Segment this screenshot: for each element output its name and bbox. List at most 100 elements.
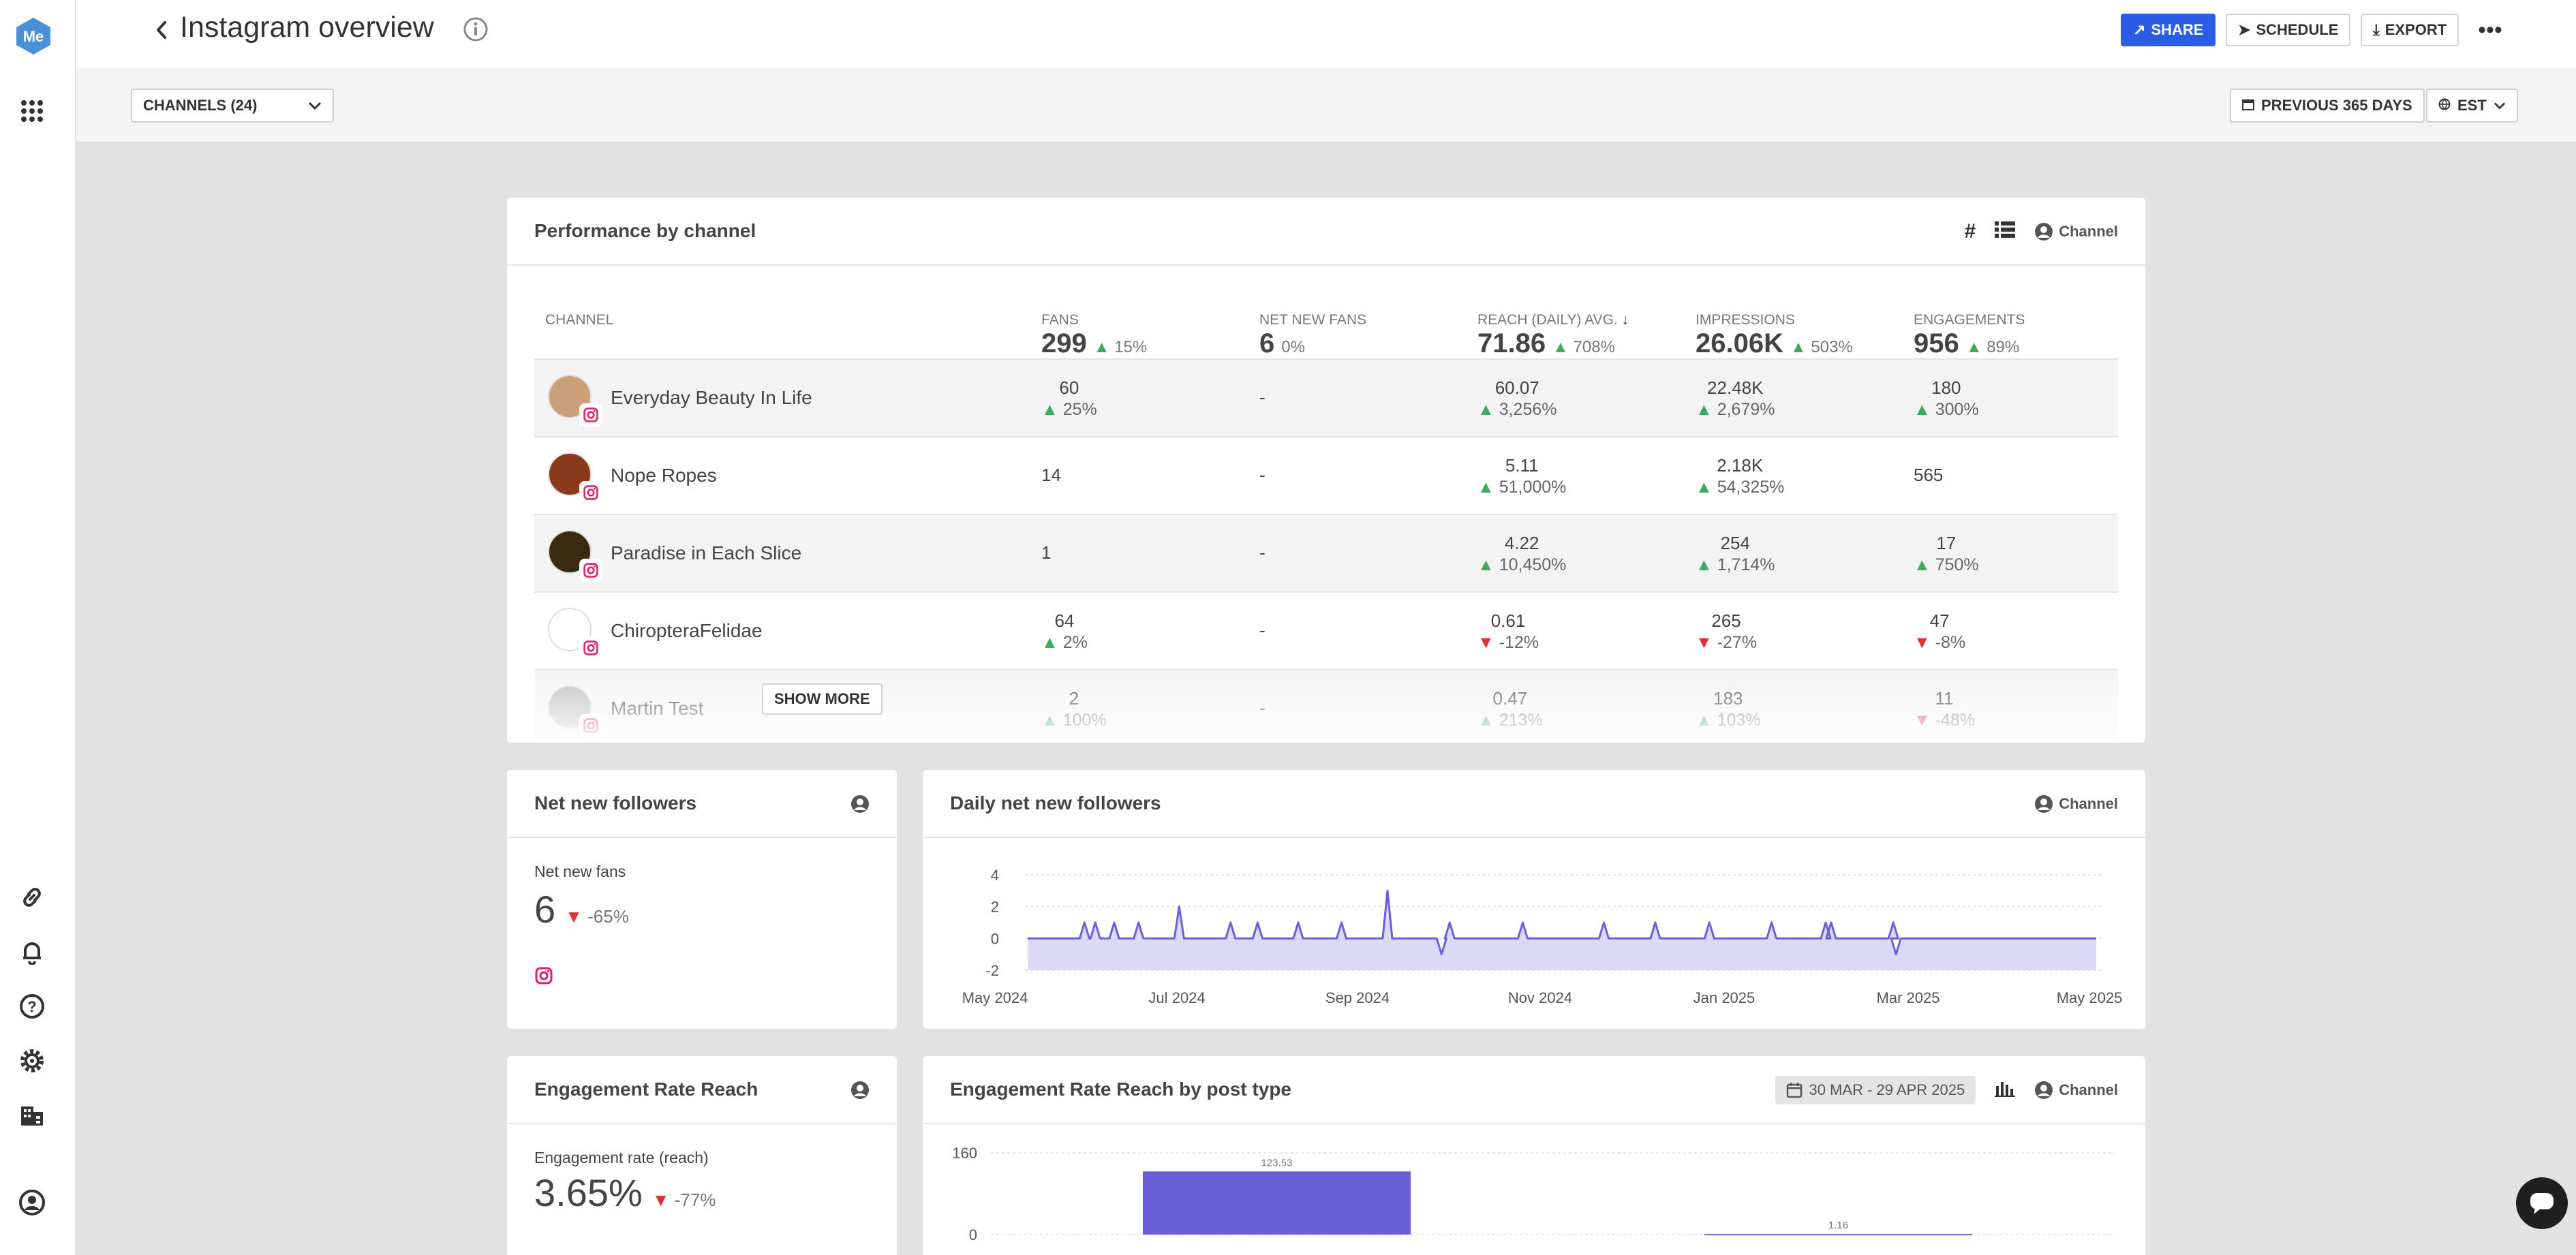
table-row[interactable]: ChiropteraFelidae 64 ▲ 2% - 0.61 ▼ -12% 265 ▼ -… (534, 593, 2118, 670)
y-tick-label: 2 (991, 899, 999, 916)
x-tick-label: May 2025 (2057, 989, 2123, 1006)
bar (1704, 1234, 1972, 1236)
metric-label: Engagement rate (reach) (534, 1149, 709, 1166)
y-tick-label: 0 (969, 1226, 977, 1243)
cell-impr: 254 ▲ 1,714% (1696, 533, 1775, 574)
performance-by-channel-card: Performance by channel # Channel CHANNEL… (507, 198, 2145, 743)
bell-icon[interactable] (16, 936, 48, 967)
y-tick-label: 0 (991, 930, 999, 947)
cell-impr: 265 ▼ -27% (1696, 610, 1758, 652)
list-view-icon[interactable] (1995, 221, 2016, 243)
instagram-icon (579, 403, 602, 427)
x-tick-label: Jan 2025 (1693, 989, 1755, 1006)
channel-avatar (548, 608, 592, 651)
show-more-button[interactable]: SHOW MORE (762, 683, 883, 715)
channel-filter-button[interactable]: Channel (2034, 222, 2118, 241)
share-icon: ↗ (2133, 21, 2146, 38)
chat-support-button[interactable] (2516, 1177, 2568, 1229)
daily-net-new-followers-card: Daily net new followers Channel 4 2 0 -2 May… (923, 770, 2145, 1029)
svg-text:?: ? (27, 998, 36, 1015)
cell-eng: 565 (1914, 465, 1944, 485)
column-header-engagements[interactable]: ENGAGEMENTS (1914, 312, 2025, 328)
cell-eng: 17 ▲ 750% (1914, 533, 1979, 574)
apps-grid-icon[interactable] (16, 95, 48, 127)
cell-net: - (1259, 620, 1266, 640)
account-icon[interactable] (16, 1187, 48, 1218)
chat-bubble-icon (2530, 1193, 2554, 1214)
column-header-net-new-fans[interactable]: NET NEW FANS (1259, 312, 1367, 328)
link-icon[interactable] (16, 882, 48, 913)
timezone-dropdown[interactable]: EST (2426, 89, 2518, 123)
date-range-button[interactable]: PREVIOUS 365 DAYS (2230, 89, 2425, 123)
bar-data-label: 1.16 (1828, 1220, 1848, 1231)
info-icon[interactable] (460, 14, 491, 45)
engagements-total: 956 ▲ 89% (1914, 328, 2020, 358)
download-icon: ⤓ (2373, 21, 2380, 38)
user-circle-icon (2035, 795, 2053, 813)
channels-dropdown[interactable]: CHANNELS (24) (131, 89, 334, 123)
channel-name[interactable]: ChiropteraFelidae (611, 620, 763, 641)
metric-label: Net new fans (534, 863, 626, 880)
column-header-reach[interactable]: REACH (DAILY) AVG. ↓ (1477, 312, 1629, 328)
impressions-total: 26.06K ▲ 503% (1696, 328, 1853, 358)
help-icon[interactable]: ? (16, 991, 48, 1022)
column-header-impressions[interactable]: IMPRESSIONS (1696, 312, 1795, 328)
bar-chart-icon[interactable] (1995, 1079, 2016, 1101)
more-options-icon[interactable]: ••• (2478, 16, 2502, 43)
bar-data-label: 123.53 (1261, 1157, 1293, 1168)
column-header-channel[interactable]: CHANNEL (545, 312, 614, 328)
settings-gear-icon[interactable] (16, 1045, 48, 1076)
x-tick-label: May 2024 (962, 989, 1028, 1006)
header-bar: Instagram overview ↗ SHARE ➤ SCHEDULE ⤓ … (76, 0, 2576, 68)
cell-reach: 4.22 ▲ 10,450% (1477, 533, 1567, 574)
table-row[interactable]: Paradise in Each Slice 1 - 4.22 ▲ 10,450% 254… (534, 515, 2118, 593)
back-button[interactable] (144, 15, 179, 45)
cell-eng: 180 ▲ 300% (1914, 377, 1979, 419)
organization-icon[interactable] (16, 1100, 48, 1131)
channel-name[interactable]: Paradise in Each Slice (611, 542, 802, 563)
cell-net: - (1259, 542, 1266, 563)
schedule-button[interactable]: ➤ SCHEDULE (2226, 14, 2351, 46)
channel-filter-button[interactable]: Channel (2034, 1081, 2118, 1100)
engagement-by-post-type-chart: 160 0 123.53 1.16 (952, 1145, 2115, 1243)
card-title: Net new followers (534, 792, 697, 814)
column-header-fans[interactable]: FANS (1041, 312, 1079, 328)
channel-filter-button[interactable]: Channel (2034, 794, 2118, 814)
app-logo[interactable]: Me (15, 16, 52, 56)
user-circle-icon (2035, 223, 2053, 241)
table-row[interactable]: Everyday Beauty In Life 60 ▲ 25% - 60.07 ▲ 3,… (534, 360, 2118, 437)
share-button[interactable]: ↗ SHARE (2121, 14, 2216, 46)
cell-fans: 60 ▲ 25% (1041, 377, 1097, 419)
user-circle-icon[interactable] (850, 1081, 870, 1100)
page-title: Instagram overview (180, 11, 434, 44)
instagram-icon (534, 966, 553, 989)
cell-impr: 22.48K ▲ 2,679% (1696, 377, 1775, 419)
export-button[interactable]: ⤓ EXPORT (2361, 14, 2459, 46)
card-title: Engagement Rate Reach (534, 1079, 758, 1100)
y-tick-label: 160 (952, 1145, 977, 1162)
y-tick-label: 4 (991, 867, 999, 884)
series-area (1028, 890, 2096, 970)
reach-total: 71.86 ▲ 708% (1477, 328, 1615, 358)
instagram-icon (579, 481, 602, 504)
cell-fans: 64 ▲ 2% (1041, 610, 1088, 652)
instagram-icon (579, 636, 602, 660)
channel-name[interactable]: Everyday Beauty In Life (611, 387, 812, 408)
cell-net: - (1259, 387, 1266, 407)
user-circle-icon[interactable] (850, 794, 870, 814)
chevron-down-icon (2494, 102, 2505, 110)
send-icon: ➤ (2238, 21, 2251, 38)
sidebar: Me ? (0, 0, 76, 1255)
hash-toggle[interactable]: # (1964, 220, 1976, 243)
x-tick-label: Mar 2025 (1877, 989, 1940, 1006)
card-title: Engagement Rate Reach by post type (950, 1079, 1292, 1100)
card-title: Performance by channel (534, 220, 756, 241)
channel-name[interactable]: Nope Ropes (611, 465, 717, 486)
table-row[interactable]: Nope Ropes 14 - 5.11 ▲ 51,000% 2.18K ▲ 54,325%… (534, 437, 2118, 515)
bar (1143, 1171, 1411, 1235)
calendar-icon (1786, 1083, 1802, 1098)
cell-reach: 60.07 ▲ 3,256% (1477, 377, 1557, 419)
cell-eng: 47 ▼ -8% (1914, 610, 1966, 652)
date-range-chip[interactable]: 30 MAR - 29 APR 2025 (1775, 1076, 1976, 1104)
cell-net: - (1259, 465, 1266, 485)
